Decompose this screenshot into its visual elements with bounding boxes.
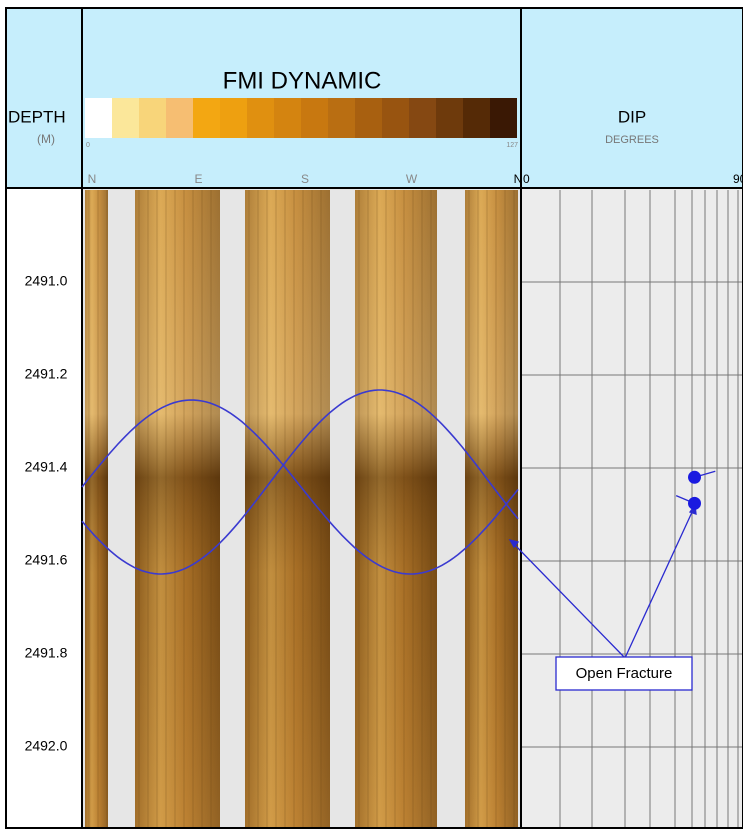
color-cell — [112, 98, 139, 138]
color-cell — [382, 98, 409, 138]
color-cell — [463, 98, 490, 138]
dip-scale-label: 90 — [733, 172, 743, 186]
color-cell — [220, 98, 247, 138]
azimuth-label: N — [514, 172, 523, 186]
color-cell — [328, 98, 355, 138]
azimuth-label: S — [301, 172, 309, 186]
depth-title: DEPTH — [8, 107, 66, 126]
depth-label: 2491.0 — [25, 273, 68, 289]
depth-label: 2491.4 — [25, 459, 68, 475]
depth-label: 2492.0 — [25, 738, 68, 754]
color-cell — [436, 98, 463, 138]
color-cell — [166, 98, 193, 138]
scale-min: 0 — [86, 142, 90, 149]
image-title: FMI DYNAMIC — [223, 67, 382, 94]
color-cell — [193, 98, 220, 138]
dip-unit: DEGREES — [605, 134, 659, 146]
pad-shade — [355, 190, 437, 829]
color-cell — [409, 98, 436, 138]
depth-label: 2491.2 — [25, 366, 68, 382]
color-cell — [247, 98, 274, 138]
color-cell — [301, 98, 328, 138]
color-cell — [139, 98, 166, 138]
tadpole — [688, 497, 701, 510]
pad-shade — [85, 190, 108, 829]
scale-max: 127 — [506, 142, 518, 149]
depth-unit: (M) — [37, 132, 55, 146]
azimuth-label: N — [88, 172, 97, 186]
dip-title: DIP — [618, 107, 646, 126]
color-cell — [490, 98, 517, 138]
annotation: Open Fracture — [576, 665, 673, 682]
color-cell — [85, 98, 112, 138]
dip-bg — [521, 188, 743, 829]
color-cell — [355, 98, 382, 138]
color-cell — [274, 98, 301, 138]
depth-label: 2491.6 — [25, 552, 68, 568]
azimuth-label: E — [194, 172, 202, 186]
color-bar — [85, 98, 517, 138]
azimuth-label: W — [406, 172, 418, 186]
tadpole — [688, 471, 701, 484]
depth-label: 2491.8 — [25, 645, 68, 661]
log-view: DEPTH (M) FMI DYNAMIC 0 127 DIP DEGREES … — [0, 0, 743, 829]
dip-scale-label: 0 — [523, 172, 530, 186]
